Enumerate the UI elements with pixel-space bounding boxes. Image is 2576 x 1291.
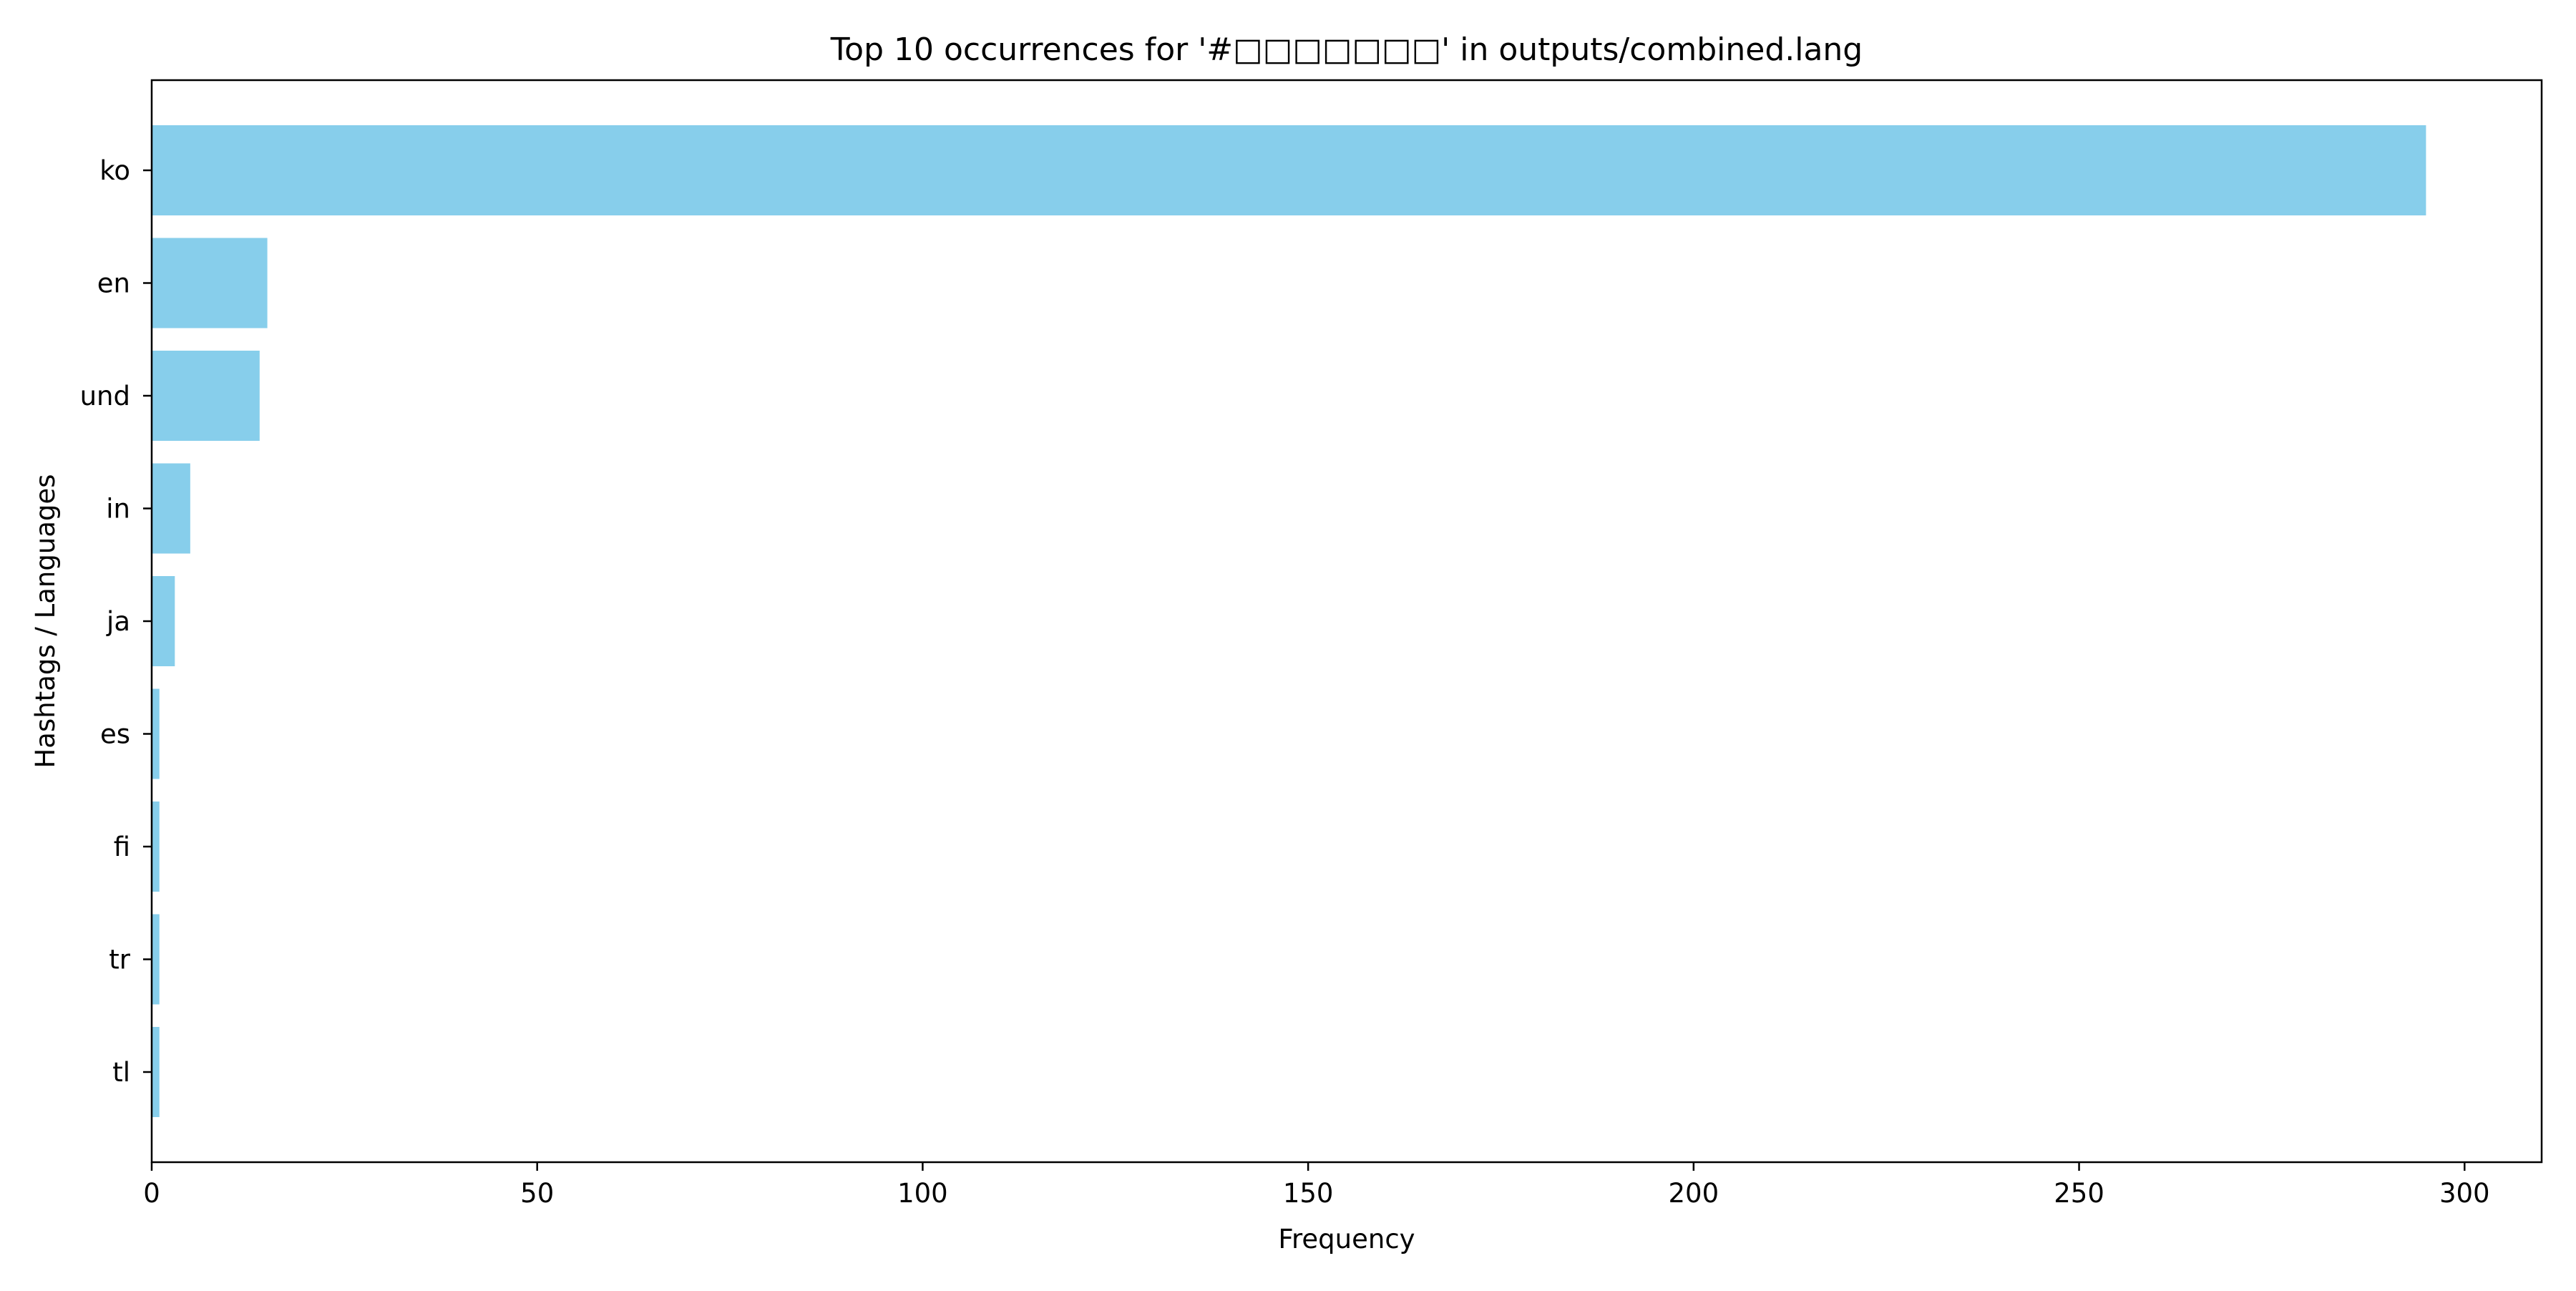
x-axis-label: Frequency — [1278, 1224, 1415, 1255]
x-tick-label-300: 300 — [2439, 1178, 2490, 1209]
x-tick-label-0: 0 — [143, 1178, 160, 1209]
x-tick-label-150: 150 — [1283, 1178, 1334, 1209]
bars-layer — [152, 125, 2426, 1117]
x-tick-label-250: 250 — [2054, 1178, 2104, 1209]
y-tick-label-ja: ja — [106, 606, 130, 637]
chart-title: Top 10 occurrences for '#□□□□□□□' in out… — [830, 31, 1863, 68]
bar-es — [152, 688, 160, 779]
x-tick-label-200: 200 — [1669, 1178, 1719, 1209]
y-tick-label-in: in — [106, 494, 130, 525]
plot-area-frame — [150, 79, 2543, 1164]
ticks-layer: ko en und in ja es fi tr tl 0 50 100 150 200 250 300 — [80, 155, 2490, 1209]
x-tick-label-50: 50 — [520, 1178, 554, 1209]
bar-und — [152, 351, 260, 441]
y-tick-label-ko: ko — [99, 155, 130, 186]
bar-in — [152, 463, 190, 554]
x-tick-label-100: 100 — [897, 1178, 948, 1209]
y-tick-label-tl: tl — [112, 1057, 130, 1088]
y-axis-label: Hashtags / Languages — [30, 474, 61, 768]
y-tick-label-es: es — [100, 719, 130, 750]
bar-fi — [152, 802, 160, 892]
y-tick-label-und: und — [80, 381, 130, 411]
y-tick-label-fi: fi — [114, 832, 130, 862]
bar-tl — [152, 1027, 160, 1117]
bar-ko — [152, 125, 2426, 215]
bar-ja — [152, 576, 175, 666]
bar-tr — [152, 914, 160, 1005]
y-tick-label-en: en — [97, 268, 130, 299]
bar-en — [152, 238, 268, 328]
y-tick-label-tr: tr — [109, 945, 131, 975]
